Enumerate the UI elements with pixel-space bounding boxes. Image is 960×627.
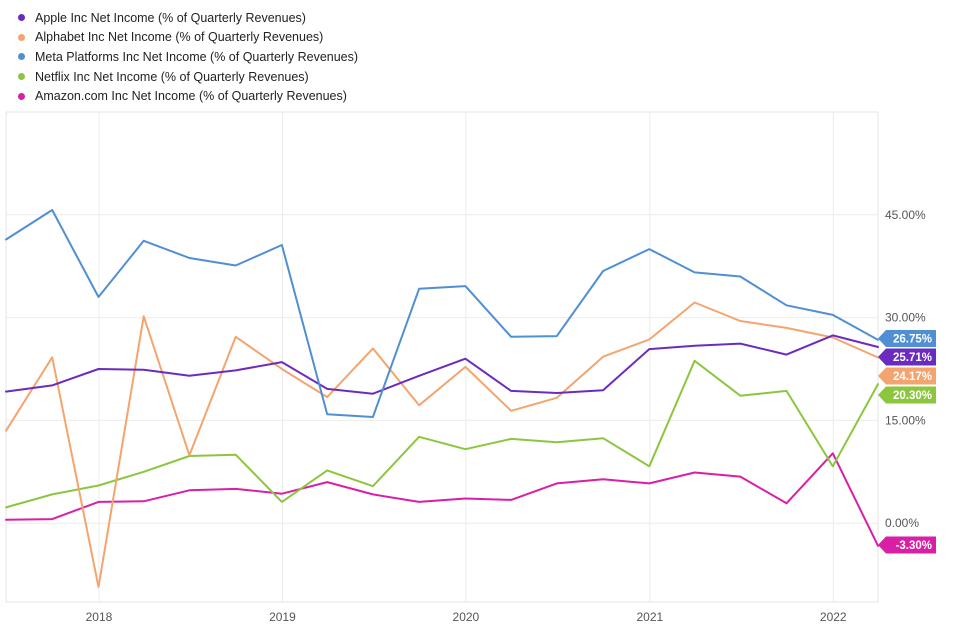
x-tick-label: 2019 xyxy=(269,610,296,624)
chart-legend: Apple Inc Net Income (% of Quarterly Rev… xyxy=(18,8,358,106)
end-value-label: 24.17% xyxy=(893,371,932,383)
y-tick-label: 30.00% xyxy=(885,311,926,325)
y-tick-label: 0.00% xyxy=(885,516,919,530)
legend-item-apple[interactable]: Apple Inc Net Income (% of Quarterly Rev… xyxy=(18,8,358,28)
legend-label: Netflix Inc Net Income (% of Quarterly R… xyxy=(35,69,309,84)
x-tick-label: 2020 xyxy=(453,610,480,624)
legend-label: Meta Platforms Inc Net Income (% of Quar… xyxy=(35,49,359,64)
series-line-0[interactable] xyxy=(5,334,879,395)
legend-label: Apple Inc Net Income (% of Quarterly Rev… xyxy=(35,10,306,25)
legend-swatch xyxy=(18,92,25,100)
legend-swatch xyxy=(18,73,25,81)
legend-swatch xyxy=(18,14,25,22)
legend-item-alphabet[interactable]: Alphabet Inc Net Income (% of Quarterly … xyxy=(18,28,358,48)
axes: 45.00% 30.00% 15.00% 0.00% 2018 2019 2020 2021 2… xyxy=(86,208,926,624)
x-tick-label: 2021 xyxy=(636,610,663,624)
legend-item-amazon[interactable]: Amazon.com Inc Net Income (% of Quarterl… xyxy=(18,86,358,106)
end-value-flag xyxy=(878,386,936,404)
y-tick-label: 45.00% xyxy=(885,208,926,222)
end-value-flag xyxy=(878,348,936,366)
series-line-1[interactable] xyxy=(5,301,879,588)
y-tick-label: 15.00% xyxy=(885,413,926,427)
end-value-flag xyxy=(878,536,936,554)
legend-item-meta[interactable]: Meta Platforms Inc Net Income (% of Quar… xyxy=(18,47,358,67)
series-line-3[interactable] xyxy=(5,359,879,509)
legend-label: Alphabet Inc Net Income (% of Quarterly … xyxy=(35,30,324,45)
grid xyxy=(5,111,879,603)
series-line-4[interactable] xyxy=(5,452,879,547)
end-value-flag xyxy=(878,367,936,385)
x-tick-label: 2018 xyxy=(86,610,113,624)
end-value-label: 20.30% xyxy=(893,390,932,402)
end-value-labels: 26.75% 25.71% 24.17% 20.30% -3.30% xyxy=(878,330,936,554)
end-value-label: -3.30% xyxy=(896,540,932,552)
series-lines xyxy=(5,209,879,588)
legend-item-netflix[interactable]: Netflix Inc Net Income (% of Quarterly R… xyxy=(18,67,358,87)
end-value-label: 25.71% xyxy=(893,352,932,364)
legend-swatch xyxy=(18,33,25,41)
legend-swatch xyxy=(18,53,25,61)
end-value-label: 26.75% xyxy=(893,334,932,346)
series-line-2[interactable] xyxy=(5,209,879,418)
x-tick-label: 2022 xyxy=(820,610,847,624)
end-value-flag xyxy=(878,330,936,347)
legend-label: Amazon.com Inc Net Income (% of Quarterl… xyxy=(35,89,347,104)
